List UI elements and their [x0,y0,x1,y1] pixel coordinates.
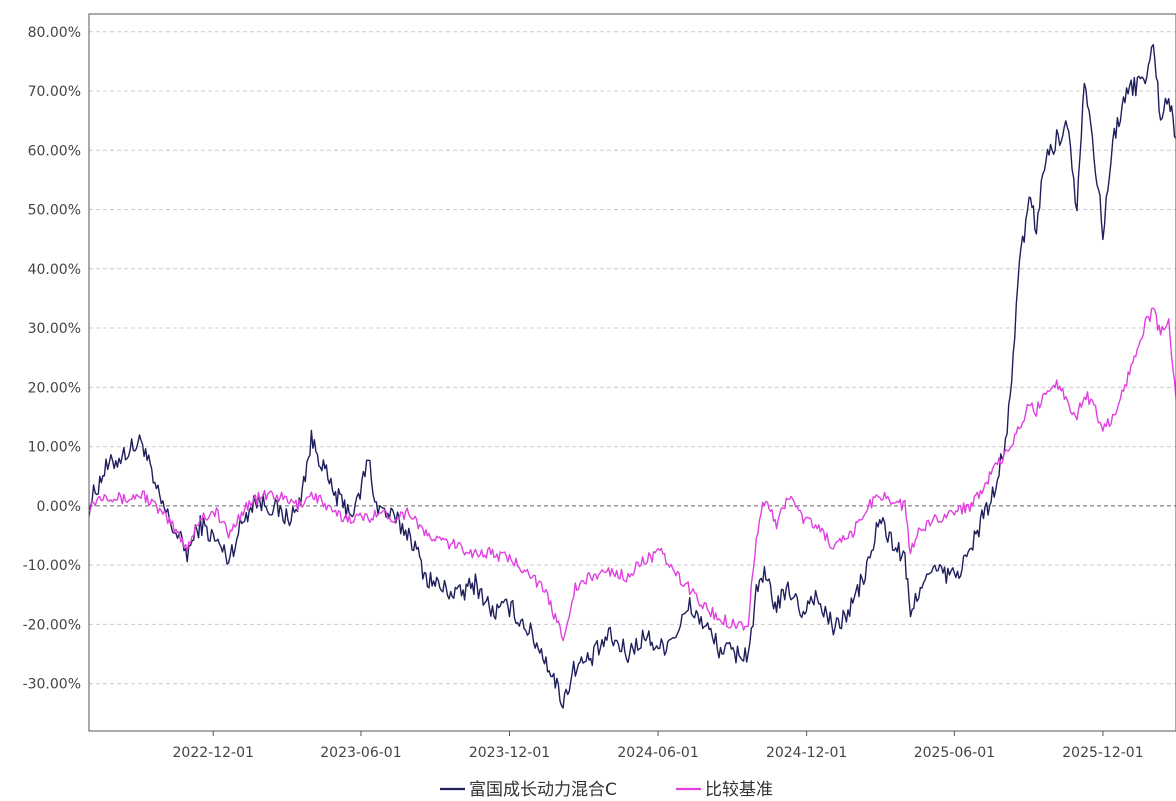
x-tick-label: 2023-12-01 [469,745,550,761]
y-tick-label: 10.00% [28,440,81,456]
y-tick-label: 50.00% [28,203,81,219]
y-tick-label: 30.00% [28,321,81,337]
x-tick-label: 2025-06-01 [914,745,995,761]
y-tick-label: 60.00% [28,143,81,159]
y-tick-label: 20.00% [28,380,81,396]
legend-label: 富国成长动力混合C [469,780,617,800]
y-tick-label: -30.00% [23,677,81,693]
grid-lines [89,31,1176,685]
legend[interactable]: 富国成长动力混合C 比较基准 [440,780,773,800]
x-tick-label: 2024-06-01 [617,745,698,761]
x-tick-label: 2022-12-01 [173,745,254,761]
x-tick-label: 2025-12-01 [1062,745,1143,761]
x-tick-label: 2024-12-01 [766,745,847,761]
y-tick-label: 80.00% [28,25,81,41]
y-axis-tick-labels: -30.00% -20.00% -10.00% 0.00% 10.00% 20.00% 30… [23,25,81,693]
y-tick-label: -10.00% [23,558,81,574]
x-tick-label: 2023-06-01 [320,745,401,761]
legend-item-1[interactable]: 富国成长动力混合C [440,780,617,800]
series-line-1 [89,43,1176,709]
y-tick-label: 40.00% [28,262,81,278]
y-tick-label: 70.00% [28,84,81,100]
series-line-2 [89,307,1176,642]
series-lines [89,43,1176,709]
y-tick-label: 0.00% [37,499,81,515]
y-tick-label: -20.00% [23,617,81,633]
plot-frame [88,13,1176,732]
legend-item-2[interactable]: 比较基准 [676,780,773,800]
x-axis-tick-labels: 2022-12-01 2023-06-01 2023-12-01 2024-06-01… [173,731,1144,761]
legend-label: 比较基准 [705,780,773,800]
